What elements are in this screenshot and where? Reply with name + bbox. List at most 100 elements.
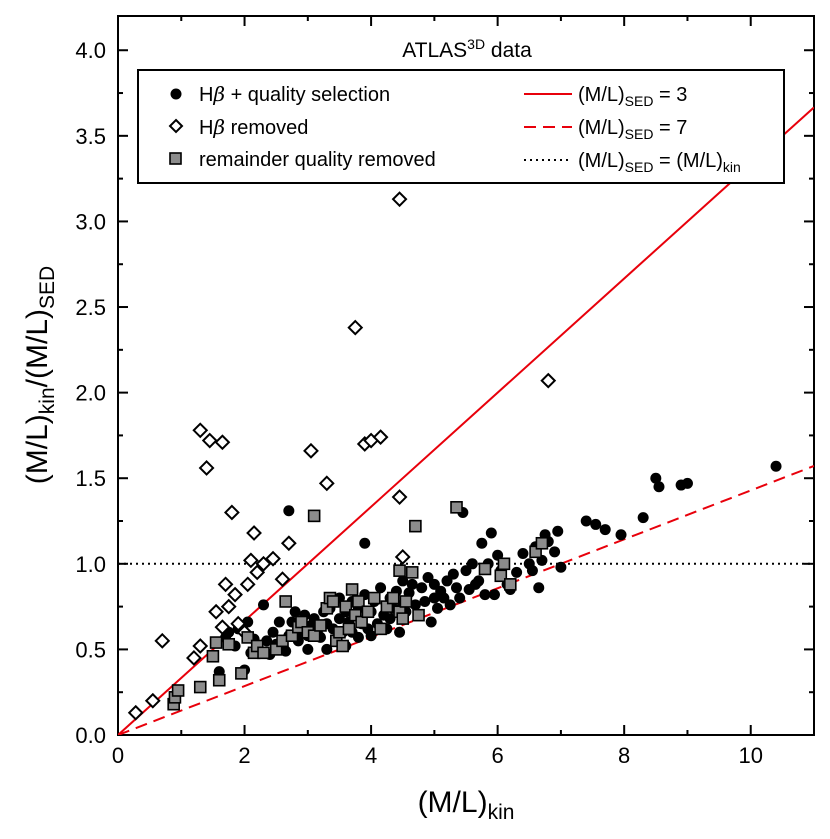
data-point-square <box>375 623 386 634</box>
legend-square-marker <box>170 153 181 164</box>
data-point-diamond <box>146 694 159 707</box>
data-point-diamond <box>194 639 207 652</box>
data-point-circle <box>527 565 538 576</box>
data-point-square <box>236 668 247 679</box>
data-point-circle <box>394 627 405 638</box>
data-point-diamond <box>320 477 333 490</box>
data-point-circle <box>473 575 484 586</box>
data-point-circle <box>581 516 592 527</box>
data-point-circle <box>467 558 478 569</box>
data-point-square <box>328 596 339 607</box>
data-point-square <box>362 606 373 617</box>
data-point-square <box>353 596 364 607</box>
data-point-square <box>296 617 307 628</box>
x-tick-label: 4 <box>365 743 377 768</box>
data-point-square <box>214 675 225 686</box>
data-point-circle <box>426 617 437 628</box>
data-point-circle <box>552 526 563 537</box>
data-point-circle <box>771 461 782 472</box>
y-tick-label: 4.0 <box>75 38 106 63</box>
data-point-diamond <box>282 537 295 550</box>
data-point-circle <box>454 593 465 604</box>
x-tick-label: 10 <box>738 743 762 768</box>
data-point-circle <box>302 644 313 655</box>
x-axis-label: (M/L)kin <box>418 786 515 824</box>
data-point-square <box>309 510 320 521</box>
data-point-diamond <box>304 444 317 457</box>
y-axis-label: (M/L)kin/(M/L)SED <box>21 266 59 484</box>
data-point-square <box>369 593 380 604</box>
y-tick-label: 2.0 <box>75 381 106 406</box>
data-point-circle <box>489 589 500 600</box>
data-point-square <box>410 521 421 532</box>
data-point-circle <box>533 582 544 593</box>
data-point-square <box>400 596 411 607</box>
scatter-chart: 0 2 4 6 8 100.00.51.01.52.02.53.03.54.0 ATLAS… <box>0 0 830 839</box>
x-tick-label: 6 <box>492 743 504 768</box>
data-point-circle <box>274 617 285 628</box>
data-point-diamond <box>203 434 216 447</box>
x-tick-label: 2 <box>238 743 250 768</box>
data-point-diamond <box>248 526 261 539</box>
data-point-square <box>397 613 408 624</box>
legend-label-hbeta-quality: Hβ + quality selection <box>199 82 390 106</box>
data-point-circle <box>479 589 490 600</box>
data-point-square <box>309 630 320 641</box>
data-point-circle <box>638 512 649 523</box>
data-point-square <box>315 620 326 631</box>
data-point-circle <box>616 529 627 540</box>
data-point-square <box>347 584 358 595</box>
data-point-circle <box>419 596 430 607</box>
data-point-square <box>498 558 509 569</box>
data-point-circle <box>375 582 386 593</box>
data-point-diamond <box>225 506 238 519</box>
data-point-square <box>280 596 291 607</box>
data-point-circle <box>511 567 522 578</box>
data-point-square <box>211 637 222 648</box>
data-point-diamond <box>219 578 232 591</box>
data-point-square <box>407 567 418 578</box>
y-tick-label: 0.0 <box>75 723 106 748</box>
series-circle <box>214 461 782 677</box>
data-point-circle <box>549 546 560 557</box>
data-point-diamond <box>222 600 235 613</box>
data-point-square <box>343 623 354 634</box>
data-point-diamond <box>542 374 555 387</box>
data-point-diamond <box>396 550 409 563</box>
x-tick-label: 8 <box>618 743 630 768</box>
data-point-square <box>451 502 462 513</box>
legend-entry-hbeta-quality: Hβ + quality selection <box>171 82 391 106</box>
data-point-circle <box>451 582 462 593</box>
data-point-diamond <box>156 634 169 647</box>
reference-line-dashed <box>118 466 814 735</box>
y-tick-label: 1.0 <box>75 552 106 577</box>
data-point-circle <box>448 569 459 580</box>
data-point-square <box>479 563 490 574</box>
data-point-circle <box>555 562 566 573</box>
data-point-square <box>258 647 269 658</box>
y-tick-label: 2.5 <box>75 295 106 320</box>
data-point-circle <box>290 606 301 617</box>
x-tick-label: 0 <box>112 743 124 768</box>
data-point-diamond <box>241 578 254 591</box>
chart-title: ATLAS3D data <box>402 36 532 62</box>
data-point-square <box>173 685 184 696</box>
data-point-square <box>337 640 348 651</box>
data-point-diamond <box>393 491 406 504</box>
data-point-square <box>413 610 424 621</box>
data-point-circle <box>416 582 427 593</box>
data-point-circle <box>486 527 497 538</box>
data-point-circle <box>517 548 528 559</box>
data-point-square <box>388 593 399 604</box>
data-point-square <box>536 538 547 549</box>
data-point-circle <box>682 478 693 489</box>
data-point-square <box>207 651 218 662</box>
data-points <box>129 193 781 720</box>
data-point-diamond <box>194 424 207 437</box>
data-point-circle <box>359 538 370 549</box>
y-tick-label: 1.5 <box>75 466 106 491</box>
y-tick-label: 0.5 <box>75 637 106 662</box>
y-tick-label: 3.0 <box>75 209 106 234</box>
data-point-circle <box>445 599 456 610</box>
data-point-circle <box>590 519 601 530</box>
